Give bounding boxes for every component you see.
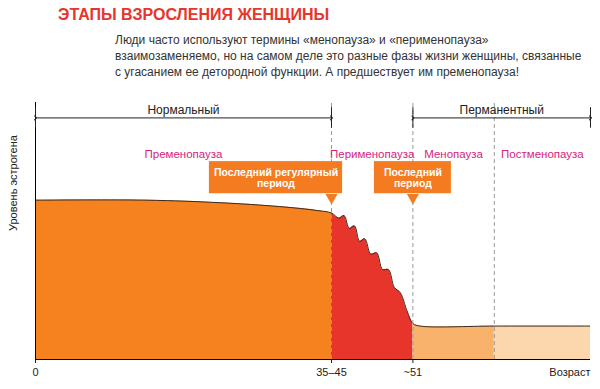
html-text:ЭТАПЫ ВЗРОСЛЕНИЯ ЖЕНЩИНЫ: ЭТАПЫ ВЗРОСЛЕНИЯ ЖЕНЩИНЫ (58, 6, 330, 23)
svg-text:Перманентный: Перманентный (460, 103, 544, 117)
svg-text:Пременопауза: Пременопауза (144, 148, 223, 160)
svg-text:Уровень эстрогена: Уровень эстрогена (7, 134, 19, 231)
svg-text:Менопауза: Менопауза (424, 148, 483, 160)
svg-text:Возраст: Возраст (549, 366, 590, 378)
svg-text:Последний регулярныйпериод: Последний регулярныйпериод (214, 166, 338, 190)
svg-text:Нормальный: Нормальный (147, 103, 219, 117)
svg-text:35–45: 35–45 (316, 366, 347, 378)
svg-text:Перименопауза: Перименопауза (330, 148, 415, 160)
svg-text:Последнийпериод: Последнийпериод (384, 166, 442, 190)
svg-text:0: 0 (32, 366, 38, 378)
svg-text:Постменопауза: Постменопауза (501, 148, 584, 160)
svg-text:~51: ~51 (404, 366, 423, 378)
html-text:Люди часто используют термины: Люди часто используют термины «менопауза… (115, 33, 582, 79)
